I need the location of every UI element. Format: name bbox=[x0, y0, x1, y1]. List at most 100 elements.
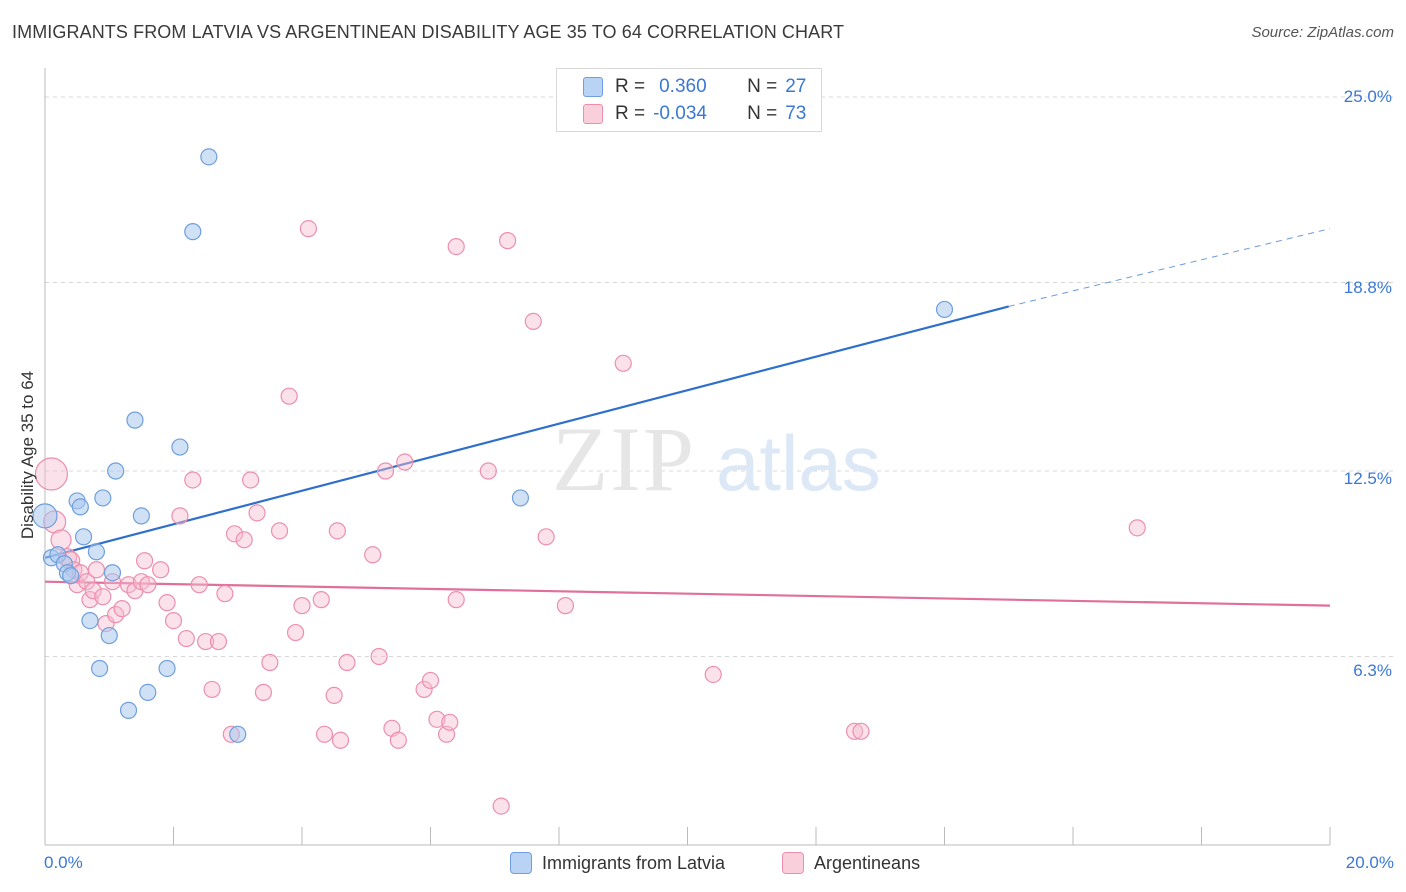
argentineans-point bbox=[280, 387, 298, 405]
latvia-point bbox=[81, 611, 99, 630]
watermark-atlas: atlas bbox=[716, 419, 881, 507]
latvia-point bbox=[71, 498, 89, 516]
argentineans-point bbox=[203, 680, 221, 699]
argentineans-point bbox=[171, 507, 189, 525]
argentineans-point bbox=[492, 797, 510, 815]
argentineans-point bbox=[370, 647, 388, 666]
watermark: ZIP atlas bbox=[552, 408, 881, 510]
argentineans-point bbox=[107, 606, 125, 624]
argentineans-point bbox=[270, 522, 289, 540]
argentineans-point bbox=[338, 653, 356, 672]
latvia-trend-extension bbox=[1008, 228, 1331, 307]
argentineans-point bbox=[293, 597, 311, 615]
argentineans-point bbox=[537, 528, 555, 546]
latvia-point bbox=[158, 659, 176, 678]
x-max-label: 20.0% bbox=[1345, 853, 1394, 872]
argentineans-point bbox=[364, 546, 382, 564]
argentineans-point bbox=[135, 552, 154, 570]
argentineans-legend-swatch bbox=[782, 852, 804, 874]
argentineans-point bbox=[254, 683, 273, 702]
r-value-argentineans: -0.034 bbox=[653, 103, 707, 124]
argentineans-point bbox=[87, 561, 106, 579]
latvia-point bbox=[229, 725, 247, 743]
argentineans-point bbox=[177, 629, 195, 648]
argentineans-point bbox=[248, 504, 266, 522]
argentineans-point bbox=[164, 611, 183, 630]
argentineans-point bbox=[209, 632, 228, 651]
argentineans-point bbox=[235, 531, 253, 549]
argentineans-legend-label: Argentineans bbox=[814, 852, 921, 873]
argentineans-point bbox=[852, 722, 870, 740]
argentineans-point bbox=[216, 585, 234, 603]
argentineans-point bbox=[158, 594, 176, 612]
latvia-point bbox=[62, 567, 80, 585]
y-tick-18.8: 18.8% bbox=[1343, 278, 1392, 297]
gridlines bbox=[45, 96, 1395, 658]
latvia-point bbox=[139, 683, 157, 702]
latvia-trend-line bbox=[44, 305, 1010, 559]
correlation-legend: R = 0.360 N = 27 R = -0.034 N = 73 bbox=[556, 68, 822, 132]
argentineans-point bbox=[1128, 519, 1146, 537]
argentineans-point bbox=[242, 471, 260, 489]
latvia-point bbox=[107, 462, 125, 480]
argentineans-point bbox=[190, 576, 208, 594]
argentineans-point bbox=[556, 597, 575, 615]
argentineans-point bbox=[845, 722, 864, 740]
y-axis-label: Disability Age 35 to 64 bbox=[18, 370, 37, 540]
latvia-point bbox=[200, 148, 218, 166]
argentineans-point bbox=[261, 653, 279, 672]
argentineans-point bbox=[428, 710, 446, 728]
legend-item-latvia: Immigrants from Latvia bbox=[510, 852, 725, 874]
axes bbox=[44, 68, 1331, 846]
legend-item-argentineans: Argentineans bbox=[782, 852, 920, 874]
argentineans-point bbox=[376, 462, 395, 480]
latvia-point bbox=[94, 489, 112, 507]
latvia-point bbox=[171, 438, 189, 456]
r-label: R = bbox=[615, 103, 646, 124]
argentineans-point bbox=[184, 471, 202, 489]
argentineans-point bbox=[389, 731, 407, 749]
latvia-points bbox=[32, 148, 954, 743]
argentineans-point bbox=[704, 665, 722, 684]
argentineans-point bbox=[447, 238, 465, 256]
argentineans-point bbox=[325, 686, 343, 705]
latvia-point bbox=[511, 489, 530, 507]
argentineans-point bbox=[479, 462, 497, 480]
r-label: R = bbox=[615, 76, 646, 97]
latvia-point bbox=[935, 300, 954, 319]
legend-row-argentineans: R = -0.034 N = 73 bbox=[583, 101, 806, 127]
argentineans-point bbox=[415, 680, 433, 699]
argentineans-point bbox=[315, 725, 334, 743]
argentineans-point bbox=[119, 576, 138, 594]
y-tick-6.3: 6.3% bbox=[1353, 661, 1392, 680]
source-label: Source: ZipAtlas.com bbox=[1251, 24, 1394, 41]
n-value-latvia: 27 bbox=[785, 76, 807, 97]
latvia-point bbox=[87, 543, 106, 561]
argentineans-point bbox=[152, 561, 170, 579]
y-tick-12.5: 12.5% bbox=[1343, 469, 1392, 488]
argentineans-point bbox=[84, 582, 102, 600]
latvia-point bbox=[91, 659, 109, 678]
y-tick-25: 25.0% bbox=[1343, 87, 1392, 106]
chart-title: IMMIGRANTS FROM LATVIA VS ARGENTINEAN DI… bbox=[12, 22, 845, 42]
latvia-legend-swatch bbox=[510, 852, 532, 874]
watermark-zip: ZIP bbox=[552, 408, 696, 510]
argentineans-point bbox=[499, 232, 517, 250]
argentineans-point bbox=[113, 600, 131, 618]
x-min-label: 0.0% bbox=[44, 853, 83, 872]
argentineans-point bbox=[34, 457, 69, 491]
latvia-point bbox=[119, 701, 138, 719]
argentineans-point bbox=[286, 623, 305, 642]
argentineans-point bbox=[78, 573, 96, 591]
latvia-point bbox=[32, 503, 58, 529]
legend-row-latvia: R = 0.360 N = 27 bbox=[583, 74, 806, 100]
r-value-latvia: 0.360 bbox=[659, 76, 707, 97]
argentineans-point bbox=[396, 453, 414, 471]
argentineans-point bbox=[328, 522, 346, 540]
latvia-point bbox=[126, 411, 144, 429]
latvia-point bbox=[132, 507, 150, 525]
argentineans-point bbox=[81, 591, 99, 609]
latvia-point bbox=[103, 564, 122, 582]
n-value-argentineans: 73 bbox=[785, 103, 807, 124]
